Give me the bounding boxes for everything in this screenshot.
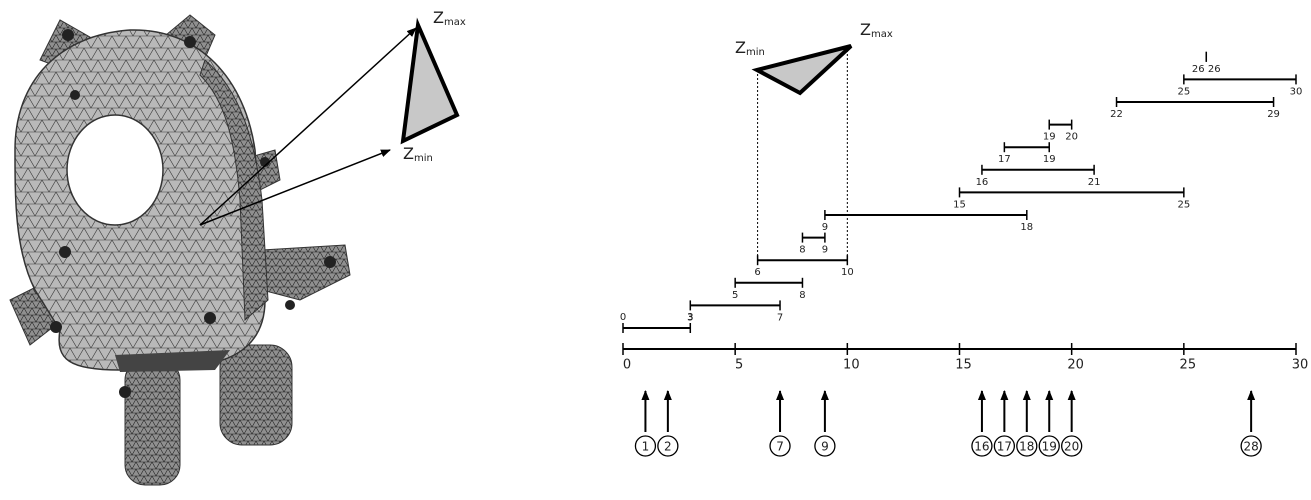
- interval-start-label: 0: [620, 312, 626, 323]
- interval-start-label: 19: [1043, 132, 1056, 143]
- interval-end-label: 29: [1267, 109, 1280, 120]
- tick-label: 30: [1292, 358, 1309, 373]
- interval-end-label: 30: [1290, 86, 1303, 97]
- tick-label: 0: [623, 358, 631, 373]
- interval-start-label: 25: [1177, 86, 1190, 97]
- tick-label: 5: [735, 358, 743, 373]
- slice-label: 16: [974, 440, 989, 454]
- interval-end-label: 26: [1208, 64, 1221, 75]
- interval-start-label: 6: [754, 267, 760, 278]
- interval-end-label: 20: [1065, 132, 1078, 143]
- zmax-label: Zmax: [433, 8, 466, 29]
- interval-end-label: 8: [799, 290, 805, 301]
- interval-start-label: 8: [799, 245, 805, 256]
- interval-start-label: 15: [953, 199, 966, 210]
- tick-label: 25: [1180, 358, 1197, 373]
- subscript: max: [871, 29, 893, 40]
- zmin-label: Zmin: [735, 38, 765, 59]
- symbol: Z: [433, 8, 444, 27]
- slice-label: 7: [776, 440, 784, 454]
- slice-label: 28: [1243, 440, 1258, 454]
- symbol: Z: [860, 20, 871, 39]
- symbol: Z: [735, 38, 746, 57]
- zmin-label: Zmin: [403, 144, 433, 165]
- interval-start-label: 5: [732, 290, 738, 301]
- subscript: min: [414, 153, 433, 164]
- interval-end-label: 21: [1088, 177, 1101, 188]
- interval-end-label: 10: [841, 267, 854, 278]
- interval-end-label: 7: [777, 312, 783, 323]
- interval-start-label: 26: [1192, 64, 1205, 75]
- slice-label: 19: [1042, 440, 1057, 454]
- slice-label: 20: [1064, 440, 1079, 454]
- slice-label: 9: [821, 440, 829, 454]
- interval-end-label: 18: [1020, 222, 1033, 233]
- subscript: max: [444, 17, 466, 28]
- slice-label: 2: [664, 440, 672, 454]
- subscript: min: [746, 47, 765, 58]
- tick-label: 15: [955, 358, 972, 373]
- interval-end-label: 25: [1177, 199, 1190, 210]
- interval-end-label: 9: [822, 245, 828, 256]
- zmax-label: Zmax: [860, 20, 893, 41]
- tick-label: 20: [1067, 358, 1084, 373]
- slice-label: 18: [1019, 440, 1034, 454]
- interval-start-label: 3: [687, 312, 693, 323]
- mesh-part: [10, 15, 350, 485]
- slice-label: 17: [997, 440, 1012, 454]
- triangle: [757, 46, 851, 93]
- interval-start-label: 22: [1110, 109, 1123, 120]
- interval-end-label: 19: [1043, 154, 1056, 165]
- symbol: Z: [403, 144, 414, 163]
- triangle: [403, 25, 457, 141]
- tick-label: 10: [843, 358, 860, 373]
- figure: Zmax Zmin Zmin Zmax 05101520253003375861…: [0, 0, 1311, 500]
- interval-start-label: 9: [822, 222, 828, 233]
- slice-label: 1: [642, 440, 650, 454]
- interval-start-label: 16: [976, 177, 989, 188]
- interval-start-label: 17: [998, 154, 1011, 165]
